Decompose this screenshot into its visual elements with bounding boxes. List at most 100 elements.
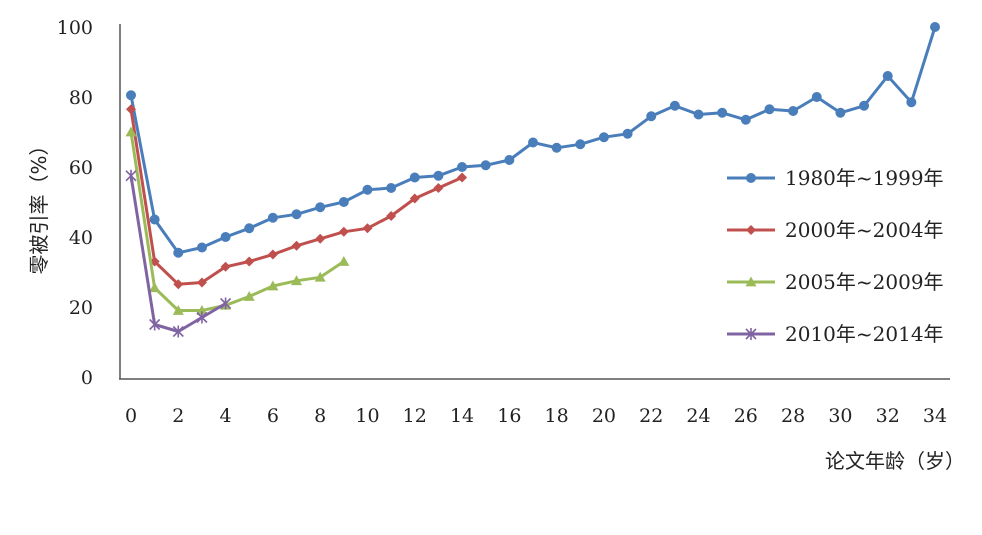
data-point	[746, 173, 756, 183]
data-point	[746, 225, 756, 235]
data-point	[315, 202, 326, 213]
data-point	[338, 197, 349, 207]
legend-item: 2010年~2014年	[727, 322, 944, 346]
x-tick-label: 20	[592, 405, 616, 427]
data-point	[338, 256, 350, 266]
x-tick-label: 18	[545, 405, 569, 427]
y-tick-label: 80	[69, 87, 93, 109]
x-tick-label: 28	[781, 405, 805, 427]
legend-item: 2005年~2009年	[727, 270, 944, 294]
y-tick-label: 20	[69, 297, 93, 319]
series-3	[125, 126, 350, 315]
data-point	[409, 193, 420, 204]
data-point	[717, 107, 728, 118]
data-point	[788, 106, 799, 116]
data-point	[244, 256, 255, 267]
data-point	[693, 109, 704, 120]
data-point	[859, 100, 870, 111]
x-tick-label: 4	[220, 405, 232, 427]
data-point	[244, 223, 255, 234]
data-point	[669, 100, 680, 111]
legend-label: 1980年~1999年	[785, 166, 944, 190]
data-point	[930, 22, 940, 32]
x-tick-label: 22	[639, 405, 663, 427]
data-point	[882, 71, 893, 81]
data-point	[173, 247, 184, 258]
legend-item: 2000年~2004年	[727, 218, 944, 242]
data-point	[433, 170, 444, 181]
series-layer	[125, 22, 940, 338]
data-point	[528, 137, 538, 148]
data-point	[267, 249, 278, 260]
data-point	[126, 90, 136, 101]
data-point	[291, 275, 303, 286]
data-point	[220, 232, 231, 242]
data-point	[149, 318, 161, 331]
data-point	[575, 139, 586, 150]
data-point	[125, 126, 137, 137]
data-point	[220, 261, 231, 272]
series-1	[126, 22, 940, 258]
series-2	[126, 104, 468, 290]
data-point	[457, 172, 468, 183]
data-point	[172, 305, 184, 315]
data-point	[196, 311, 208, 324]
legend: 1980年~1999年 2000年~2004年 2005年~2009年 2010年~2…	[727, 166, 944, 346]
data-point	[745, 328, 757, 340]
data-point	[480, 160, 491, 171]
data-point	[149, 282, 161, 293]
data-point	[338, 226, 349, 237]
data-point	[267, 212, 278, 223]
x-tick-labels: 0 2 4 6 8 10 12 14 16 18 20 22 24 26 28 30 32 34	[125, 405, 947, 427]
data-point	[172, 325, 184, 338]
data-point	[149, 214, 160, 225]
data-point	[267, 280, 279, 291]
x-tick-label: 24	[686, 405, 710, 427]
data-point	[362, 223, 373, 234]
x-tick-label: 2	[172, 405, 184, 427]
data-point	[314, 271, 326, 282]
x-tick-label: 26	[734, 405, 758, 427]
data-point	[386, 211, 397, 221]
data-point	[291, 240, 302, 251]
legend-label: 2005年~2009年	[785, 270, 944, 294]
data-point	[362, 184, 373, 195]
data-point	[764, 104, 775, 115]
legend-label: 2000年~2004年	[785, 218, 944, 242]
y-tick-label: 0	[81, 367, 93, 389]
data-point	[740, 114, 751, 125]
data-point	[126, 104, 136, 115]
x-tick-label: 30	[828, 405, 852, 427]
series-4	[125, 169, 232, 338]
data-point	[243, 291, 255, 301]
data-point	[551, 142, 562, 153]
x-tick-label: 12	[403, 405, 427, 427]
legend-item: 1980年~1999年	[727, 166, 944, 190]
data-point	[598, 132, 609, 143]
data-point	[220, 297, 232, 310]
data-point	[125, 169, 137, 182]
data-point	[504, 155, 515, 165]
y-tick-label: 40	[69, 227, 93, 249]
data-point	[646, 111, 657, 122]
data-point	[906, 97, 917, 108]
x-axis-title: 论文年龄（岁）	[825, 449, 965, 473]
x-tick-label: 6	[267, 405, 279, 427]
legend-label: 2010年~2014年	[785, 322, 944, 346]
y-axis-title: 零被引率（%）	[27, 135, 51, 274]
y-tick-label: 100	[57, 17, 93, 39]
axes	[119, 24, 950, 380]
x-tick-label: 8	[314, 405, 326, 427]
data-point	[811, 92, 822, 102]
y-tick-label: 60	[69, 157, 93, 179]
data-point	[196, 277, 207, 288]
x-tick-label: 10	[355, 405, 379, 427]
data-point	[409, 172, 420, 183]
x-tick-label: 34	[923, 405, 947, 427]
x-tick-label: 14	[450, 405, 474, 427]
x-tick-label: 16	[497, 405, 521, 427]
data-point	[315, 233, 326, 244]
data-point	[196, 242, 207, 253]
data-point	[622, 128, 633, 139]
